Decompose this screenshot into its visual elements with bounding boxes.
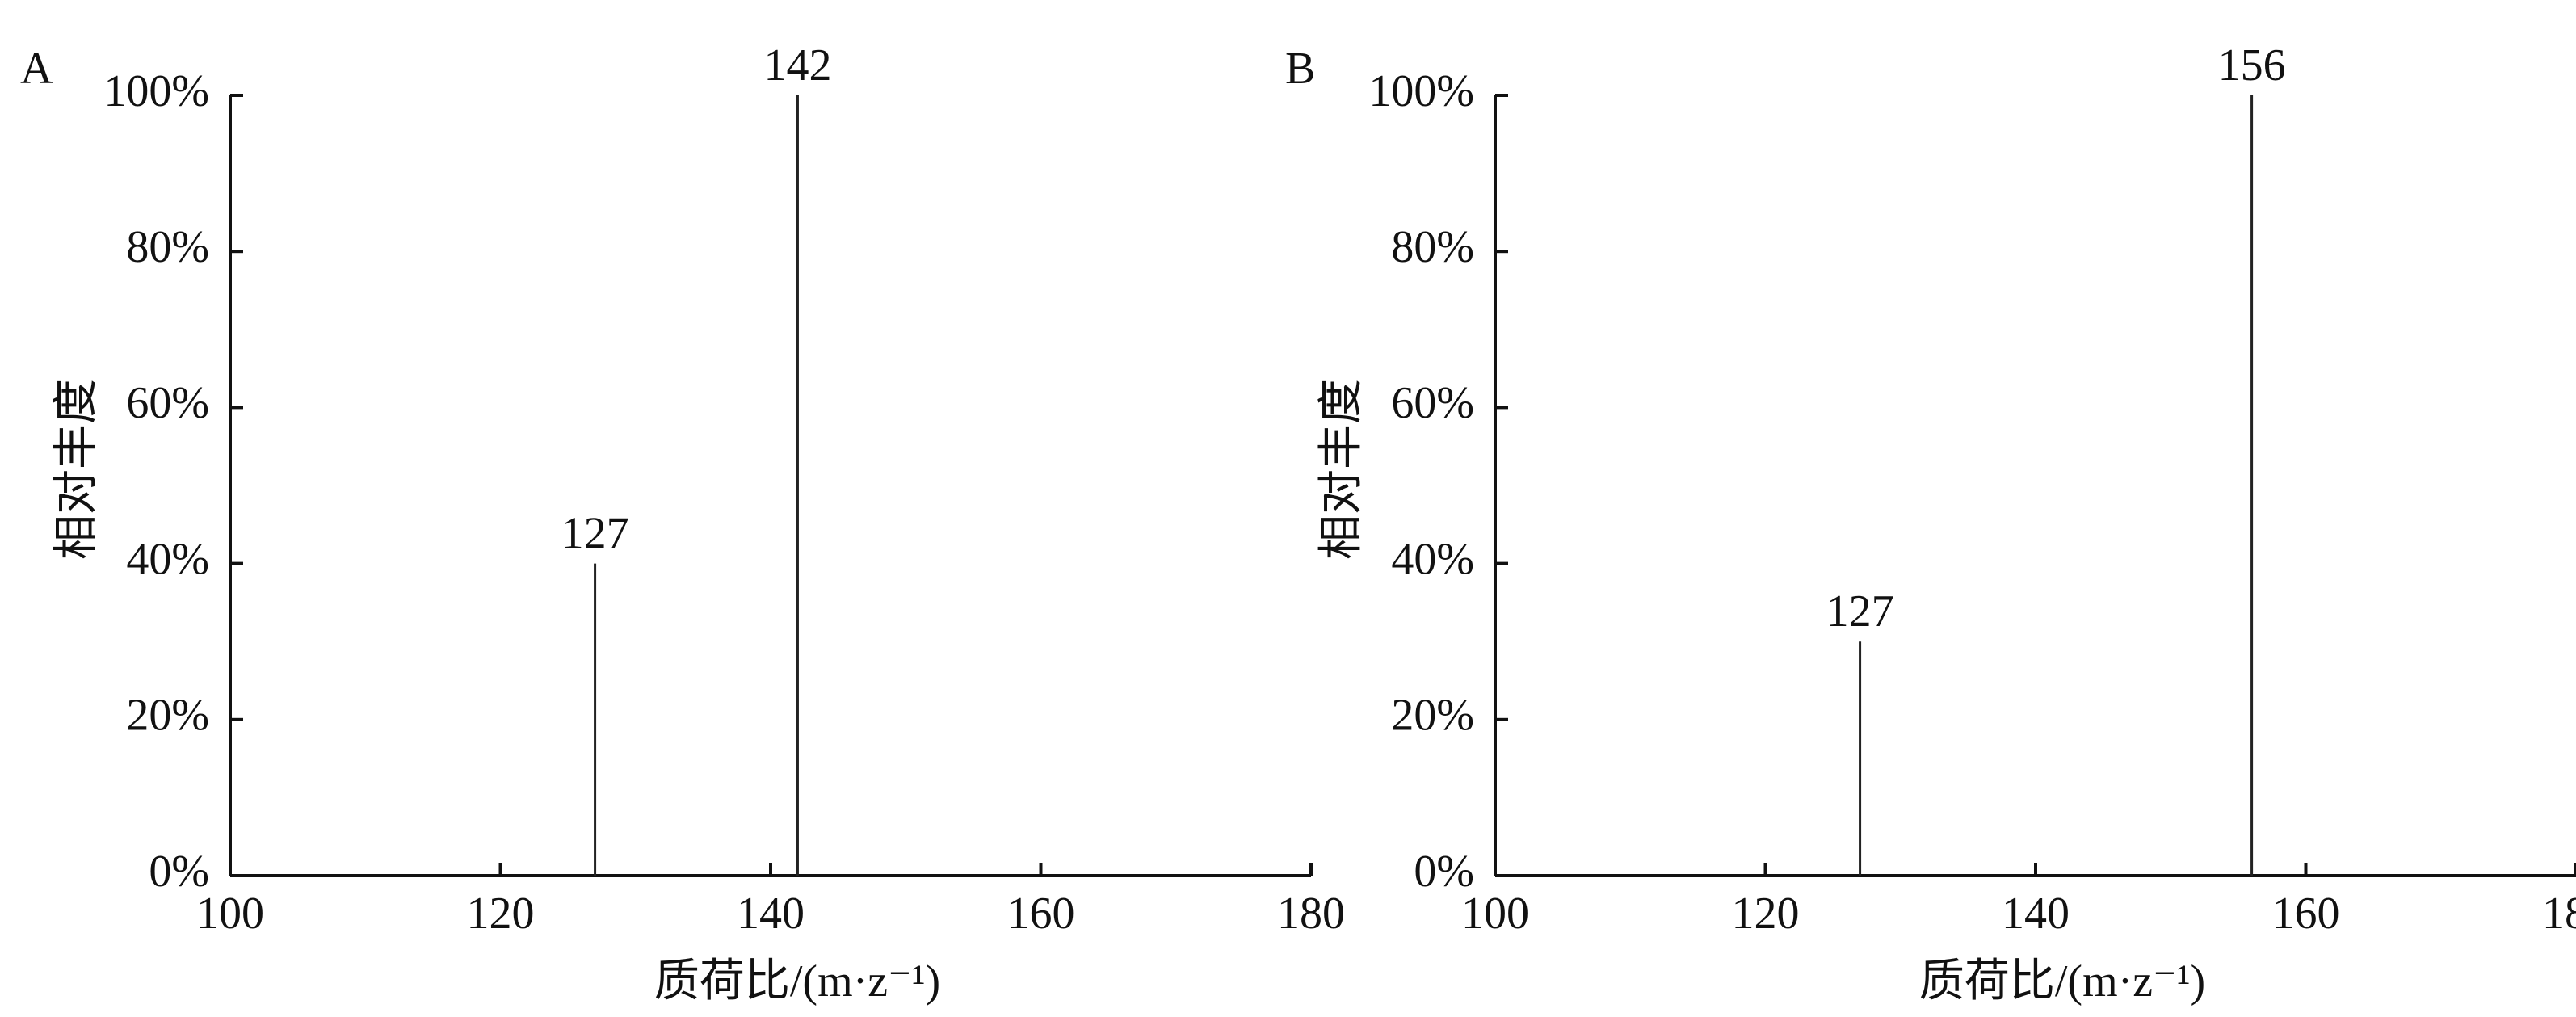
x-tick-label: 180	[1277, 889, 1345, 939]
x-axis-label: 质荷比/(m·z⁻¹)	[654, 956, 940, 1006]
x-tick-label: 100	[196, 889, 264, 939]
y-tick-label: 0%	[149, 847, 209, 897]
x-tick-label: 180	[2542, 889, 2576, 939]
y-tick-label: 100%	[1368, 66, 1474, 116]
peak-label: 127	[1826, 586, 1894, 637]
x-tick-label: 120	[1732, 889, 1800, 939]
y-axis-label: 相对丰度	[52, 379, 102, 560]
x-tick-label: 140	[737, 889, 805, 939]
x-tick-label: 160	[2272, 889, 2340, 939]
y-tick-label: 20%	[126, 691, 209, 741]
y-axis-label: 相对丰度	[1317, 379, 1367, 560]
x-tick-label: 140	[2002, 889, 2070, 939]
y-tick-label: 80%	[126, 222, 209, 272]
x-tick-label: 160	[1007, 889, 1075, 939]
peak-label: 127	[561, 508, 629, 558]
x-tick-label: 100	[1461, 889, 1529, 939]
y-tick-label: 40%	[1391, 534, 1474, 584]
panel-label: B	[1285, 44, 1315, 94]
y-tick-label: 100%	[103, 66, 209, 116]
y-tick-label: 80%	[1391, 222, 1474, 272]
y-tick-label: 60%	[126, 378, 209, 428]
peak-label: 142	[763, 40, 831, 90]
peak-label: 156	[2218, 40, 2286, 90]
y-tick-label: 0%	[1414, 847, 1474, 897]
y-tick-label: 20%	[1391, 691, 1474, 741]
y-tick-label: 60%	[1391, 378, 1474, 428]
y-tick-label: 40%	[126, 534, 209, 584]
panel-label: A	[20, 44, 53, 94]
x-tick-label: 120	[467, 889, 535, 939]
x-axis-label: 质荷比/(m·z⁻¹)	[1919, 956, 2205, 1006]
